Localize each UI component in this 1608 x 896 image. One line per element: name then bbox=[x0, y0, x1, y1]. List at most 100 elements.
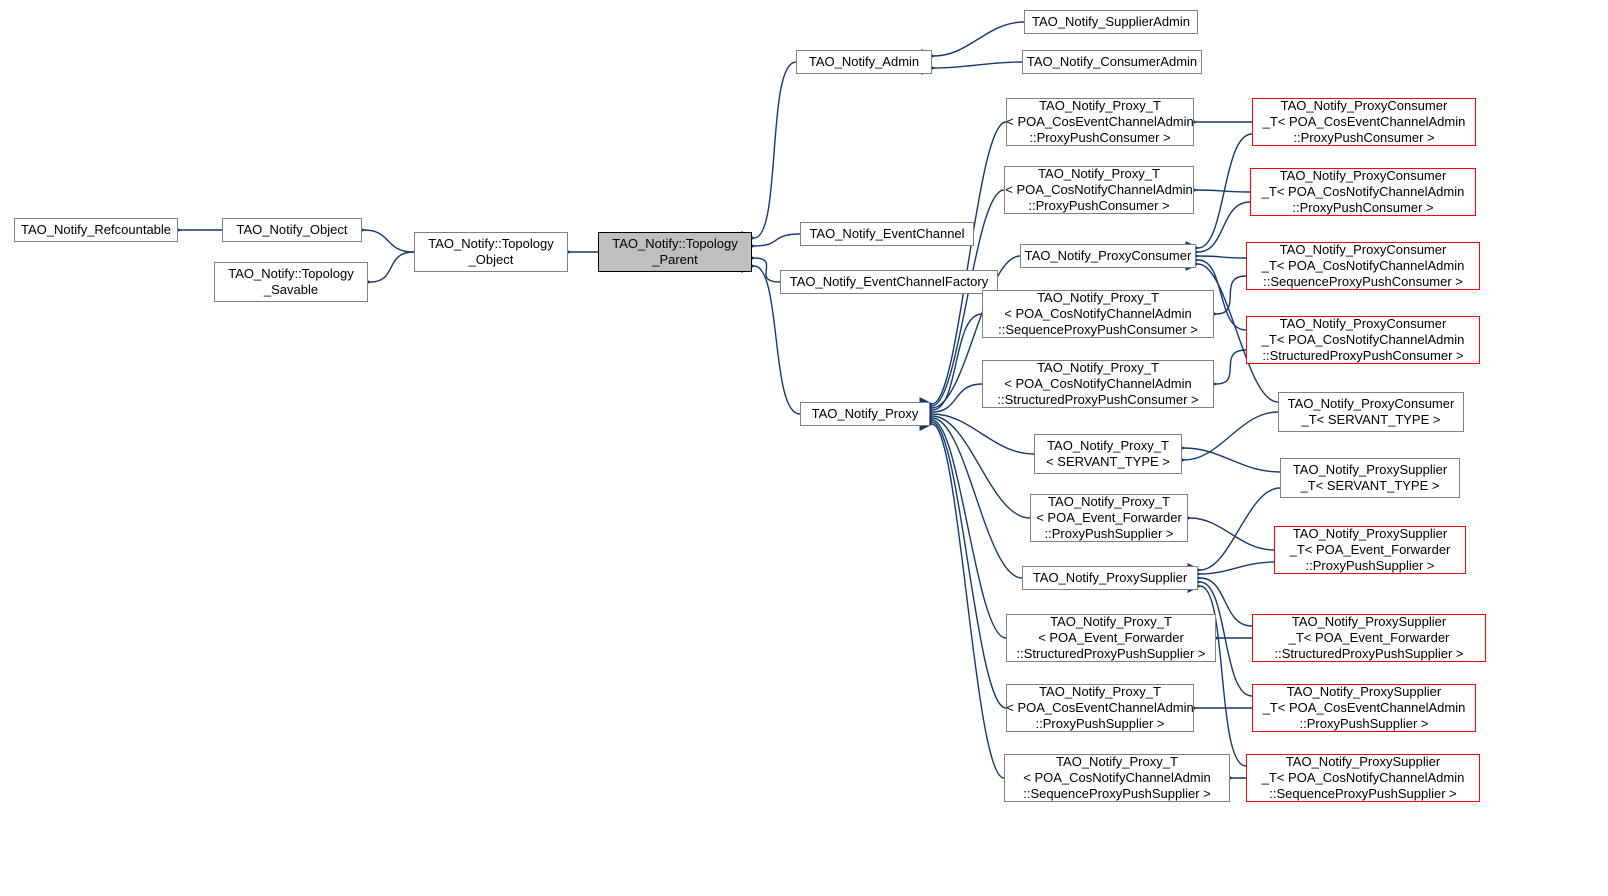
node-label-line: < POA_CosNotifyChannelAdmin bbox=[1005, 182, 1193, 198]
edge-admin-to-topo_parent bbox=[754, 62, 796, 238]
node-proxy_t_evfwd_sup[interactable]: TAO_Notify_Proxy_T< POA_Event_Forwarder:… bbox=[1030, 494, 1188, 542]
node-refcountable[interactable]: TAO_Notify_Refcountable bbox=[14, 218, 178, 242]
node-proxy[interactable]: TAO_Notify_Proxy bbox=[800, 402, 930, 426]
node-proxyconsumer[interactable]: TAO_Notify_ProxyConsumer bbox=[1020, 244, 1196, 268]
node-label-line: TAO_Notify_ProxySupplier bbox=[1290, 526, 1451, 542]
node-label-line: TAO_Notify_SupplierAdmin bbox=[1032, 14, 1190, 30]
node-label-line: TAO_Notify_Proxy_T bbox=[1006, 98, 1194, 114]
node-label-line: ::ProxyPushConsumer > bbox=[1263, 130, 1466, 146]
node-ps_servant[interactable]: TAO_Notify_ProxySupplier_T< SERVANT_TYPE… bbox=[1280, 458, 1460, 498]
node-label-line: TAO_Notify_ProxySupplier bbox=[1262, 754, 1465, 770]
edge-ps_evfwd-to-proxysupplier bbox=[1200, 562, 1274, 574]
node-label-line: TAO_Notify_Admin bbox=[809, 54, 919, 70]
edge-pc_cosnc-to-proxy_t_cosnc_cons bbox=[1196, 190, 1250, 192]
edge-pc_str-to-proxy_t_str_cons bbox=[1216, 350, 1246, 384]
node-pc_cosev[interactable]: TAO_Notify_ProxyConsumer_T< POA_CosEvent… bbox=[1252, 98, 1476, 146]
node-label-line: TAO_Notify_Proxy_T bbox=[1023, 754, 1211, 770]
edge-eventchannelfact-to-topo_parent bbox=[754, 258, 780, 282]
node-topo_object[interactable]: TAO_Notify::Topology_Object bbox=[414, 232, 568, 272]
node-label-line: < POA_Event_Forwarder bbox=[1036, 510, 1182, 526]
node-label-line: TAO_Notify_Proxy_T bbox=[997, 360, 1198, 376]
node-label-line: TAO_Notify_ProxySupplier bbox=[1033, 570, 1187, 586]
node-label-line: TAO_Notify_ProxyConsumer bbox=[1262, 316, 1465, 332]
edge-proxy_t_cosev_sup-to-proxy bbox=[932, 422, 1006, 708]
edge-eventchannel-to-topo_parent bbox=[754, 234, 800, 246]
node-label-line: ::ProxyPushSupplier > bbox=[1036, 526, 1182, 542]
diagram-canvas: TAO_Notify_Refcountable TAO_Notify_Object… bbox=[0, 0, 1608, 896]
node-label-line: _Object bbox=[428, 252, 553, 268]
node-label-line: _T< SERVANT_TYPE > bbox=[1293, 478, 1447, 494]
node-label-line: ::SequenceProxyPushSupplier > bbox=[1262, 786, 1465, 802]
node-label-line: TAO_Notify_EventChannelFactory bbox=[790, 274, 988, 290]
node-label-line: _Parent bbox=[612, 252, 737, 268]
node-label-line: _T< POA_CosEventChannelAdmin bbox=[1263, 700, 1466, 716]
node-savable[interactable]: TAO_Notify::Topology_Savable bbox=[214, 262, 368, 302]
edge-topo_object-to-savable bbox=[370, 252, 414, 282]
edge-consumeradmin-to-admin bbox=[934, 62, 1022, 68]
node-label-line: _T< POA_Event_Forwarder bbox=[1275, 630, 1464, 646]
node-proxy_t_seq_cons[interactable]: TAO_Notify_Proxy_T< POA_CosNotifyChannel… bbox=[982, 290, 1214, 338]
node-ps_seq[interactable]: TAO_Notify_ProxySupplier_T< POA_CosNotif… bbox=[1246, 754, 1480, 802]
node-label-line: < SERVANT_TYPE > bbox=[1046, 454, 1170, 470]
node-label-line: _T< POA_CosNotifyChannelAdmin bbox=[1262, 184, 1465, 200]
node-label-line: TAO_Notify_Proxy_T bbox=[1006, 684, 1194, 700]
node-object[interactable]: TAO_Notify_Object bbox=[222, 218, 362, 242]
edge-pc_seq-to-proxy_t_seq_cons bbox=[1216, 276, 1246, 314]
node-label-line: ::ProxyPushConsumer > bbox=[1262, 200, 1465, 216]
node-label-line: TAO_Notify::Topology bbox=[428, 236, 553, 252]
edge-ps_seq-to-proxysupplier bbox=[1200, 586, 1246, 766]
node-label-line: TAO_Notify_Proxy_T bbox=[1005, 166, 1193, 182]
node-label-line: _T< POA_CosNotifyChannelAdmin bbox=[1262, 258, 1465, 274]
node-label-line: < POA_CosEventChannelAdmin bbox=[1006, 114, 1194, 130]
node-proxy_t_seq_sup[interactable]: TAO_Notify_Proxy_T< POA_CosNotifyChannel… bbox=[1004, 754, 1230, 802]
node-label-line: TAO_Notify_Proxy_T bbox=[1036, 494, 1182, 510]
node-consumeradmin[interactable]: TAO_Notify_ConsumerAdmin bbox=[1022, 50, 1202, 74]
node-label-line: ::SequenceProxyPushConsumer > bbox=[998, 322, 1198, 338]
node-label-line: ::ProxyPushConsumer > bbox=[1005, 198, 1193, 214]
node-ps_evfwd[interactable]: TAO_Notify_ProxySupplier_T< POA_Event_Fo… bbox=[1274, 526, 1466, 574]
node-admin[interactable]: TAO_Notify_Admin bbox=[796, 50, 932, 74]
node-label-line: TAO_Notify_Proxy_T bbox=[1046, 438, 1170, 454]
node-pc_str[interactable]: TAO_Notify_ProxyConsumer_T< POA_CosNotif… bbox=[1246, 316, 1480, 364]
edge-supplieradmin-to-admin bbox=[934, 22, 1024, 56]
edge-proxy_t_evfwd_str-to-proxy bbox=[932, 420, 1006, 638]
edge-proxy_t_servant-to-proxy bbox=[932, 414, 1034, 454]
node-proxy_t_cosnc_cons[interactable]: TAO_Notify_Proxy_T< POA_CosNotifyChannel… bbox=[1004, 166, 1194, 214]
node-label-line: ::StructuredProxyPushConsumer > bbox=[997, 392, 1198, 408]
node-label-line: TAO_Notify_ProxySupplier bbox=[1293, 462, 1447, 478]
node-proxysupplier[interactable]: TAO_Notify_ProxySupplier bbox=[1022, 566, 1198, 590]
node-label-line: < POA_CosNotifyChannelAdmin bbox=[997, 376, 1198, 392]
node-proxy_t_cosev_cons[interactable]: TAO_Notify_Proxy_T< POA_CosEventChannelA… bbox=[1006, 98, 1194, 146]
node-label-line: TAO_Notify_EventChannel bbox=[809, 226, 964, 242]
node-topo_parent[interactable]: TAO_Notify::Topology_Parent bbox=[598, 232, 752, 272]
node-proxy_t_cosev_sup[interactable]: TAO_Notify_Proxy_T< POA_CosEventChannelA… bbox=[1006, 684, 1194, 732]
node-pc_seq[interactable]: TAO_Notify_ProxyConsumer_T< POA_CosNotif… bbox=[1246, 242, 1480, 290]
node-proxy_t_str_cons[interactable]: TAO_Notify_Proxy_T< POA_CosNotifyChannel… bbox=[982, 360, 1214, 408]
node-proxy_t_evfwd_str[interactable]: TAO_Notify_Proxy_T< POA_Event_Forwarder:… bbox=[1006, 614, 1216, 662]
node-pc_cosnc[interactable]: TAO_Notify_ProxyConsumer_T< POA_CosNotif… bbox=[1250, 168, 1476, 216]
edge-pc_seq-to-proxyconsumer bbox=[1198, 256, 1246, 258]
node-label-line: ::StructuredProxyPushConsumer > bbox=[1262, 348, 1465, 364]
node-label-line: ::SequenceProxyPushConsumer > bbox=[1262, 274, 1465, 290]
node-label-line: < POA_CosNotifyChannelAdmin bbox=[998, 306, 1198, 322]
node-eventchannelfact[interactable]: TAO_Notify_EventChannelFactory bbox=[780, 270, 998, 294]
node-label-line: TAO_Notify_ProxyConsumer bbox=[1025, 248, 1192, 264]
node-label-line: TAO_Notify_ProxyConsumer bbox=[1288, 396, 1455, 412]
node-label-line: TAO_Notify_Proxy_T bbox=[1017, 614, 1206, 630]
node-label-line: TAO_Notify::Topology bbox=[612, 236, 737, 252]
node-ps_evfwd_str[interactable]: TAO_Notify_ProxySupplier_T< POA_Event_Fo… bbox=[1252, 614, 1486, 662]
node-label-line: < POA_CosNotifyChannelAdmin bbox=[1023, 770, 1211, 786]
node-label-line: ::ProxyPushSupplier > bbox=[1263, 716, 1466, 732]
node-label-line: ::ProxyPushConsumer > bbox=[1006, 130, 1194, 146]
node-eventchannel[interactable]: TAO_Notify_EventChannel bbox=[800, 222, 974, 246]
node-pc_servant[interactable]: TAO_Notify_ProxyConsumer_T< SERVANT_TYPE… bbox=[1278, 392, 1464, 432]
node-ps_cosev[interactable]: TAO_Notify_ProxySupplier_T< POA_CosEvent… bbox=[1252, 684, 1476, 732]
node-label-line: TAO_Notify::Topology bbox=[228, 266, 353, 282]
node-label-line: TAO_Notify_ConsumerAdmin bbox=[1027, 54, 1197, 70]
node-label-line: TAO_Notify_ProxyConsumer bbox=[1262, 242, 1465, 258]
node-proxy_t_servant[interactable]: TAO_Notify_Proxy_T< SERVANT_TYPE > bbox=[1034, 434, 1182, 474]
node-label-line: < POA_CosEventChannelAdmin bbox=[1006, 700, 1194, 716]
node-label-line: ::StructuredProxyPushSupplier > bbox=[1017, 646, 1206, 662]
node-supplieradmin[interactable]: TAO_Notify_SupplierAdmin bbox=[1024, 10, 1198, 34]
edge-proxy_t_seq_sup-to-proxy bbox=[932, 424, 1004, 778]
